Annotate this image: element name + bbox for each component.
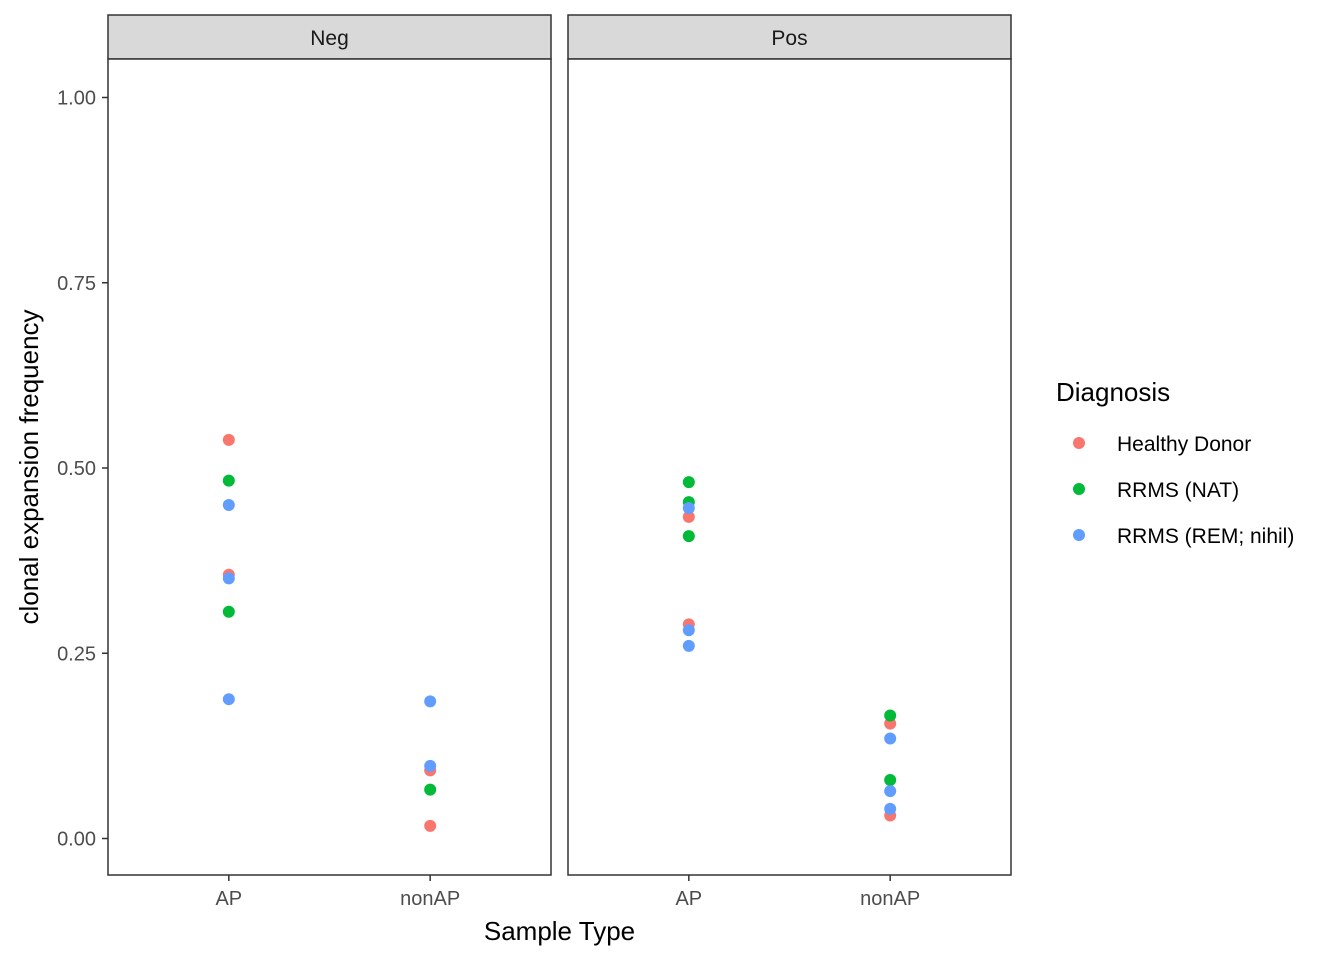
data-point <box>424 695 437 708</box>
x-tick-label: AP <box>675 888 702 910</box>
x-tick-label: AP <box>215 888 242 910</box>
facet-strip-neg <box>107 14 552 60</box>
legend-key <box>1073 437 1085 449</box>
points-layer-neg <box>222 433 437 832</box>
y-axis-title: clonal expansion frequency <box>14 309 44 624</box>
data-point <box>682 530 695 543</box>
legend-label: RRMS (REM; nihil) <box>1117 525 1294 548</box>
y-tick-label: 0.75 <box>57 273 96 295</box>
x-tick-label: nonAP <box>400 888 460 910</box>
data-point <box>222 474 235 487</box>
x-axis: AP nonAP AP nonAP <box>215 875 920 910</box>
plot-panel-pos <box>567 58 1012 876</box>
data-point <box>884 773 897 786</box>
data-point <box>424 783 437 796</box>
data-point <box>884 785 897 798</box>
facet-strip-label-neg: Neg <box>310 27 349 50</box>
data-point <box>884 732 897 745</box>
data-point <box>222 693 235 706</box>
data-point <box>424 759 437 772</box>
legend-entries: Healthy Donor RRMS (NAT) RRMS (REM; nihil) <box>1073 433 1294 548</box>
data-point <box>884 802 897 815</box>
data-point <box>682 639 695 652</box>
points-layer-pos <box>682 476 897 822</box>
data-point <box>222 572 235 585</box>
data-point <box>682 502 695 515</box>
legend-key <box>1073 529 1085 541</box>
y-axis: 0.00 0.25 0.50 0.75 1.00 <box>57 88 108 851</box>
data-point <box>222 499 235 512</box>
x-axis-title: Sample Type <box>484 916 635 946</box>
data-point <box>682 476 695 489</box>
legend-label: Healthy Donor <box>1117 433 1251 456</box>
legend-title: Diagnosis <box>1056 377 1170 407</box>
legend-key <box>1073 483 1085 495</box>
plot-panel-neg <box>107 58 552 876</box>
x-tick-label: nonAP <box>860 888 920 910</box>
y-tick-label: 1.00 <box>57 88 96 110</box>
data-point <box>682 510 695 523</box>
y-tick-label: 0.25 <box>57 643 96 665</box>
y-tick-label: 0.50 <box>57 458 96 480</box>
data-point <box>424 819 437 832</box>
facet-panel-pos: Pos <box>567 14 1012 876</box>
data-point <box>682 624 695 637</box>
facet-strip-label-pos: Pos <box>771 27 807 50</box>
legend: Diagnosis Healthy Donor RRMS (NAT) RRMS (R… <box>1056 377 1294 548</box>
facet-panel-neg: Neg <box>107 14 552 876</box>
legend-label: RRMS (NAT) <box>1117 479 1239 502</box>
facet-strip-pos <box>567 14 1012 60</box>
data-point <box>222 433 235 446</box>
data-point <box>222 605 235 618</box>
data-point <box>884 709 897 722</box>
y-tick-label: 0.00 <box>57 829 96 851</box>
